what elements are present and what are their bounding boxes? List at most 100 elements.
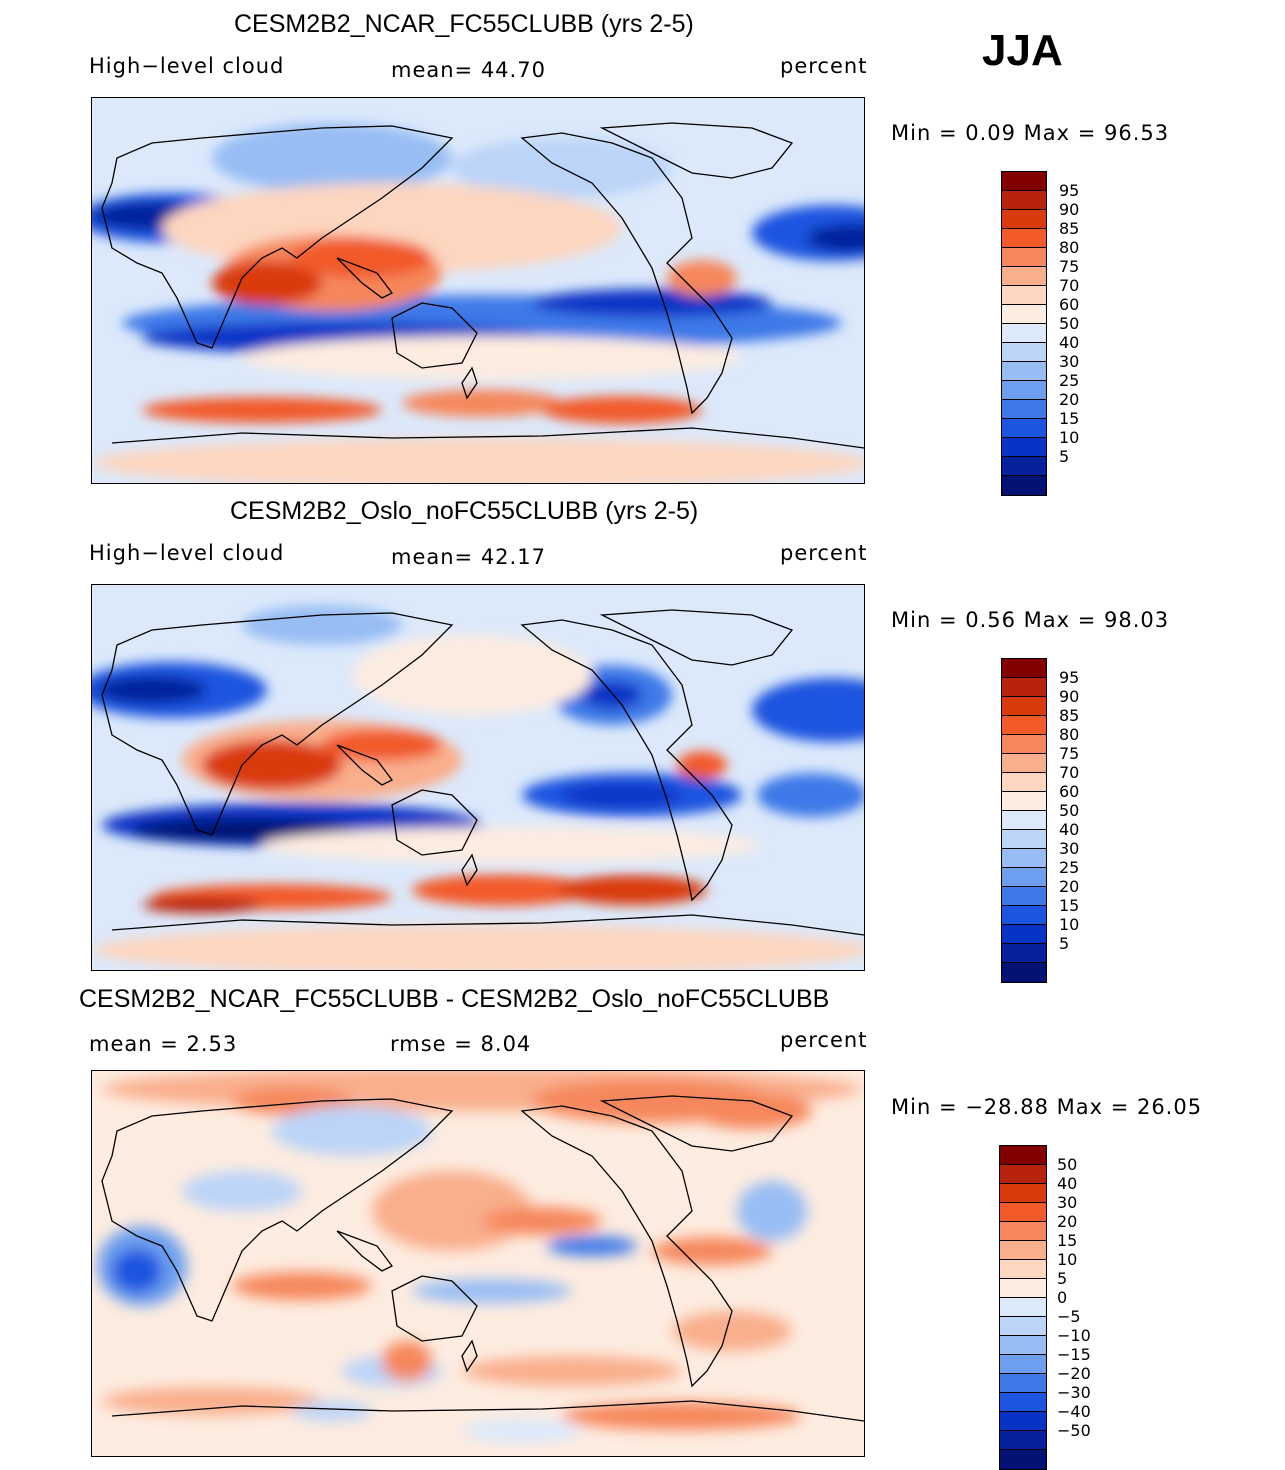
colorbar-swatch	[1002, 773, 1046, 792]
panel-1-colorbar-label: 80	[1059, 238, 1080, 257]
panel-1-map	[91, 97, 865, 484]
colorbar-swatch	[1002, 868, 1046, 887]
panel-1-colorbar-label: 30	[1059, 352, 1080, 371]
season-label: JJA	[982, 26, 1063, 75]
panel-3-colorbar-swatches	[999, 1145, 1047, 1470]
panel-2-colorbar-label: 5	[1059, 934, 1070, 953]
panel-3-colorbar-label: 20	[1057, 1212, 1078, 1231]
colorbar-swatch	[1002, 830, 1046, 849]
panel-3-colorbar-label: 30	[1057, 1193, 1078, 1212]
panel-1-min-max: Min = 0.09 Max = 96.53	[891, 121, 1170, 145]
colorbar-swatch	[1002, 248, 1046, 267]
panel-3-mean-label: mean = 2.53	[89, 1032, 238, 1056]
panel-2-variable-label: High−level cloud	[89, 541, 285, 565]
colorbar-swatch	[1000, 1203, 1046, 1222]
panel-2-coastlines	[101, 609, 864, 936]
colorbar-swatch	[1002, 381, 1046, 400]
panel-3-colorbar-label: −15	[1057, 1345, 1091, 1364]
colorbar-swatch	[1000, 1355, 1046, 1374]
panel-3-coastlines	[101, 1095, 864, 1422]
panel-3-rmse-label: rmse = 8.04	[390, 1032, 532, 1056]
colorbar-swatch	[1002, 944, 1046, 963]
panel-2-colorbar-label: 85	[1059, 706, 1080, 725]
colorbar-swatch	[1002, 438, 1046, 457]
panel-1-colorbar-label: 75	[1059, 257, 1080, 276]
panel-1-colorbar-label: 70	[1059, 276, 1080, 295]
panel-1-colorbar-label: 50	[1059, 314, 1080, 333]
colorbar-swatch	[1002, 716, 1046, 735]
panel-3-colorbar-label: 0	[1057, 1288, 1068, 1307]
colorbar-swatch	[1000, 1146, 1046, 1165]
panel-3-contour-field	[92, 1071, 864, 1456]
panel-3-min-max: Min = −28.88 Max = 26.05	[891, 1095, 1203, 1119]
panel-3-colorbar-label: 50	[1057, 1155, 1078, 1174]
panel-2-colorbar-label: 40	[1059, 820, 1080, 839]
panel-1-colorbar-label: 60	[1059, 295, 1080, 314]
colorbar-swatch	[1002, 849, 1046, 868]
panel-2-colorbar-label: 50	[1059, 801, 1080, 820]
colorbar-swatch	[1000, 1374, 1046, 1393]
panel-1-colorbar-swatches	[1001, 171, 1047, 496]
panel-2-colorbar-label: 25	[1059, 858, 1080, 877]
panel-3-colorbar-label: −40	[1057, 1402, 1091, 1421]
panel-2-min-max: Min = 0.56 Max = 98.03	[891, 608, 1170, 632]
colorbar-swatch	[1002, 963, 1046, 982]
panel-3-colorbar-label: −50	[1057, 1421, 1091, 1440]
panel-2-title: CESM2B2_Oslo_noFC55CLUBB (yrs 2-5)	[230, 497, 699, 525]
panel-1-colorbar-label: 20	[1059, 390, 1080, 409]
colorbar-swatch	[1002, 887, 1046, 906]
colorbar-swatch	[1002, 172, 1046, 191]
panel-2-colorbar-label: 80	[1059, 725, 1080, 744]
colorbar-swatch	[1002, 400, 1046, 419]
panel-1-units-label: percent	[780, 54, 868, 78]
panel-2-map	[91, 584, 865, 971]
colorbar-swatch	[1002, 324, 1046, 343]
panel-1-colorbar-label: 25	[1059, 371, 1080, 390]
panel-2-colorbar-label: 10	[1059, 915, 1080, 934]
colorbar-swatch	[1002, 419, 1046, 438]
colorbar-swatch	[1002, 362, 1046, 381]
panel-3-colorbar-label: −10	[1057, 1326, 1091, 1345]
colorbar-swatch	[1002, 191, 1046, 210]
colorbar-swatch	[1002, 697, 1046, 716]
panel-2-contour-field	[92, 585, 864, 970]
panel-3-colorbar-label: −20	[1057, 1364, 1091, 1383]
colorbar-swatch	[1000, 1165, 1046, 1184]
colorbar-swatch	[1000, 1222, 1046, 1241]
panel-1-title: CESM2B2_NCAR_FC55CLUBB (yrs 2-5)	[234, 10, 694, 38]
panel-1-colorbar-label: 90	[1059, 200, 1080, 219]
colorbar-swatch	[1002, 476, 1046, 495]
panel-3-colorbar-label: 15	[1057, 1231, 1078, 1250]
panel-3-colorbar-label: 40	[1057, 1174, 1078, 1193]
colorbar-swatch	[1000, 1279, 1046, 1298]
colorbar-swatch	[1002, 210, 1046, 229]
colorbar-swatch	[1000, 1298, 1046, 1317]
panel-2-colorbar-label: 95	[1059, 668, 1080, 687]
panel-2-units-label: percent	[780, 541, 868, 565]
colorbar-swatch	[1000, 1393, 1046, 1412]
panel-2-colorbar-label: 15	[1059, 896, 1080, 915]
panel-1-colorbar-label: 95	[1059, 181, 1080, 200]
colorbar-swatch	[1000, 1184, 1046, 1203]
panel-1-mean-label: mean= 44.70	[391, 58, 546, 82]
panel-2-colorbar-label: 70	[1059, 763, 1080, 782]
panel-3-colorbar-label: 10	[1057, 1250, 1078, 1269]
panel-2-colorbar-label: 90	[1059, 687, 1080, 706]
panel-2-colorbar-swatches	[1001, 658, 1047, 983]
colorbar-swatch	[1002, 735, 1046, 754]
panel-2-colorbar-label: 75	[1059, 744, 1080, 763]
panel-3-colorbar-label: 5	[1057, 1269, 1068, 1288]
colorbar-swatch	[1002, 343, 1046, 362]
panel-3-units-label: percent	[780, 1028, 868, 1052]
colorbar-swatch	[1002, 754, 1046, 773]
colorbar-swatch	[1000, 1431, 1046, 1450]
colorbar-swatch	[1002, 678, 1046, 697]
panel-3-map	[91, 1070, 865, 1457]
panel-2-colorbar-label: 30	[1059, 839, 1080, 858]
colorbar-swatch	[1002, 457, 1046, 476]
colorbar-swatch	[1000, 1450, 1046, 1469]
panel-1-colorbar-label: 40	[1059, 333, 1080, 352]
colorbar-swatch	[1002, 906, 1046, 925]
colorbar-swatch	[1000, 1412, 1046, 1431]
panel-1-variable-label: High−level cloud	[89, 54, 285, 78]
